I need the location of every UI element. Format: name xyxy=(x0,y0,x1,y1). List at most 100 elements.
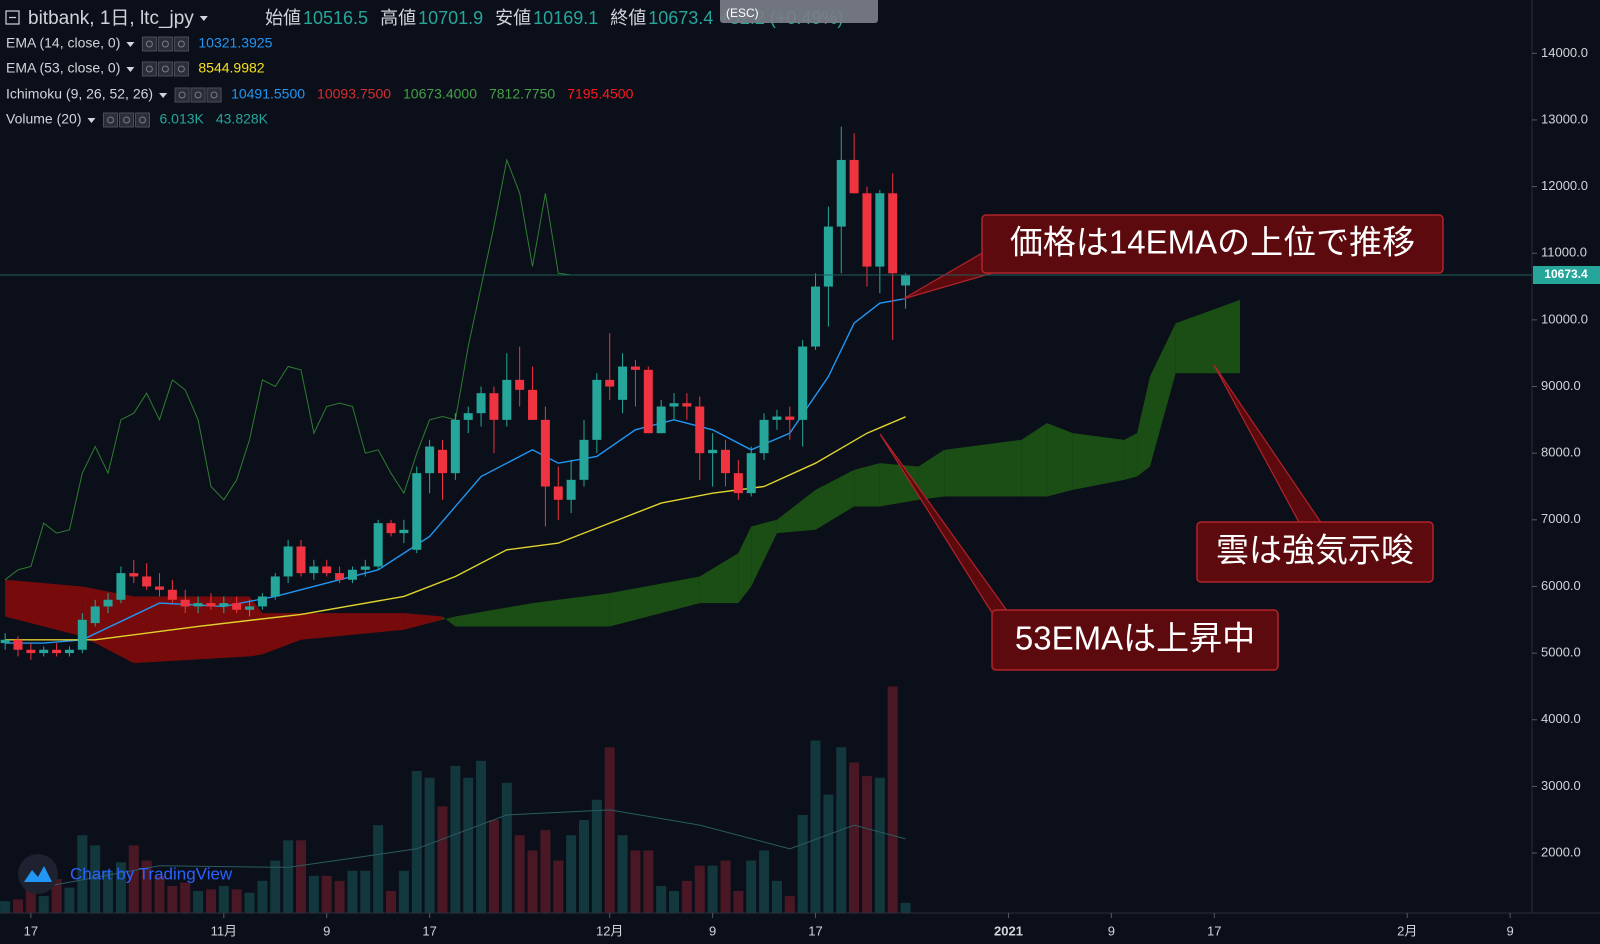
cloud-segment xyxy=(455,603,533,627)
tooltip-box xyxy=(720,0,878,23)
dropdown-arrow xyxy=(126,67,135,72)
candle-body xyxy=(412,473,422,550)
indicator-value: 7195.4500 xyxy=(567,86,633,102)
x-tick-label: 9 xyxy=(1507,923,1514,938)
cloud-segment xyxy=(776,489,816,534)
indicator-name: EMA (14, close, 0) xyxy=(6,35,120,51)
volume-bar xyxy=(591,799,602,913)
volume-bar xyxy=(360,870,371,913)
candle-body xyxy=(823,226,833,287)
candle-body xyxy=(437,449,447,474)
cloud-segment xyxy=(442,616,456,627)
indicator-name: EMA (53, close, 0) xyxy=(6,60,120,76)
cloud-segment xyxy=(249,596,263,657)
candle-body xyxy=(39,649,49,654)
candle-body xyxy=(257,596,267,607)
volume-bar xyxy=(874,777,885,913)
callout-text: 53EMAは上昇中 xyxy=(1015,620,1255,657)
volume-bar xyxy=(347,870,358,913)
callout-box xyxy=(981,214,1444,274)
y-tick-label: 3000.0 xyxy=(1541,778,1581,793)
cloud-segment xyxy=(532,593,610,627)
candle-body xyxy=(13,639,23,650)
x-tick-label: 17 xyxy=(422,923,436,938)
candle-body xyxy=(52,649,62,654)
indicator-icon-dot xyxy=(161,65,169,73)
y-tick-label: 10000.0 xyxy=(1541,311,1588,326)
volume-bar xyxy=(424,777,435,913)
indicator-icon-dot xyxy=(194,91,202,99)
candle-body xyxy=(245,606,255,610)
dropdown-arrow xyxy=(199,16,208,21)
cloud-segment xyxy=(133,596,250,664)
candle-body xyxy=(502,379,512,420)
candle-body xyxy=(167,589,177,600)
volume-bar xyxy=(386,891,397,913)
candle-body xyxy=(669,403,679,407)
volume-bar xyxy=(321,875,332,913)
callout-box xyxy=(1196,521,1434,583)
candle-body xyxy=(630,366,640,370)
ohlc-value: 10701.9 xyxy=(418,8,483,28)
indicator-icon-dot xyxy=(210,91,218,99)
ohlc-value: 10169.1 xyxy=(533,8,598,28)
volume-bar xyxy=(861,776,872,913)
volume-bar xyxy=(77,835,88,913)
volume-bar xyxy=(51,879,62,913)
x-tick-label: 17 xyxy=(1207,923,1221,938)
cloud-segment xyxy=(1149,323,1176,467)
candle-body xyxy=(540,419,550,487)
volume-bar xyxy=(887,686,898,913)
volume-bar xyxy=(373,825,384,913)
candle-body xyxy=(888,193,898,274)
volume-bar xyxy=(669,891,680,913)
x-tick-label: 11月 xyxy=(211,923,238,938)
volume-bar xyxy=(270,860,281,913)
cloud-segment xyxy=(1021,423,1048,497)
candle-body xyxy=(785,416,795,420)
volume-bar xyxy=(38,896,49,913)
volume-bar xyxy=(450,765,461,913)
ohlc-label: 安値 xyxy=(495,8,531,28)
candle-body xyxy=(489,393,499,420)
volume-bar xyxy=(720,860,731,913)
candle-body xyxy=(618,366,628,400)
candle-body xyxy=(270,576,280,597)
cloud-segment xyxy=(699,553,739,604)
volume-bar xyxy=(244,892,255,913)
volume-bar xyxy=(90,845,101,913)
cloud-segment xyxy=(854,463,880,507)
callout-text: 雲は強気示唆 xyxy=(1216,532,1414,569)
candle-body xyxy=(193,603,203,607)
indicator-name: Ichimoku (9, 26, 52, 26) xyxy=(6,86,153,102)
volume-bar xyxy=(295,840,306,913)
candle-body xyxy=(322,566,332,574)
volume-bar xyxy=(437,806,448,913)
indicator-value: 7812.7750 xyxy=(489,86,555,102)
volume-bar xyxy=(849,762,860,913)
volume-bar xyxy=(681,880,692,913)
candle-body xyxy=(682,403,692,407)
ohlc-label: 始値 xyxy=(265,8,301,28)
candle-body xyxy=(283,546,293,577)
candle-body xyxy=(901,275,911,286)
cloud-segment xyxy=(403,613,443,630)
candle-body xyxy=(129,573,139,577)
dropdown-arrow xyxy=(87,118,96,123)
callout-box xyxy=(991,609,1279,671)
volume-bar xyxy=(463,777,474,913)
cloud-segment xyxy=(944,439,1022,497)
indicator-value: 10491.5500 xyxy=(231,86,305,102)
volume-bar xyxy=(64,887,75,913)
cloud-segment xyxy=(1124,433,1138,480)
indicator-icon xyxy=(141,61,157,77)
y-tick-label: 6000.0 xyxy=(1541,578,1581,593)
y-tick-label: 4000.0 xyxy=(1541,711,1581,726)
candle-body xyxy=(180,599,190,607)
lagging-span xyxy=(4,158,572,581)
candle-body xyxy=(836,159,846,227)
indicator-icon-dot xyxy=(161,40,169,48)
callout-text: 価格は14EMAの上位で推移 xyxy=(1010,224,1415,261)
volume-bar xyxy=(733,891,744,913)
